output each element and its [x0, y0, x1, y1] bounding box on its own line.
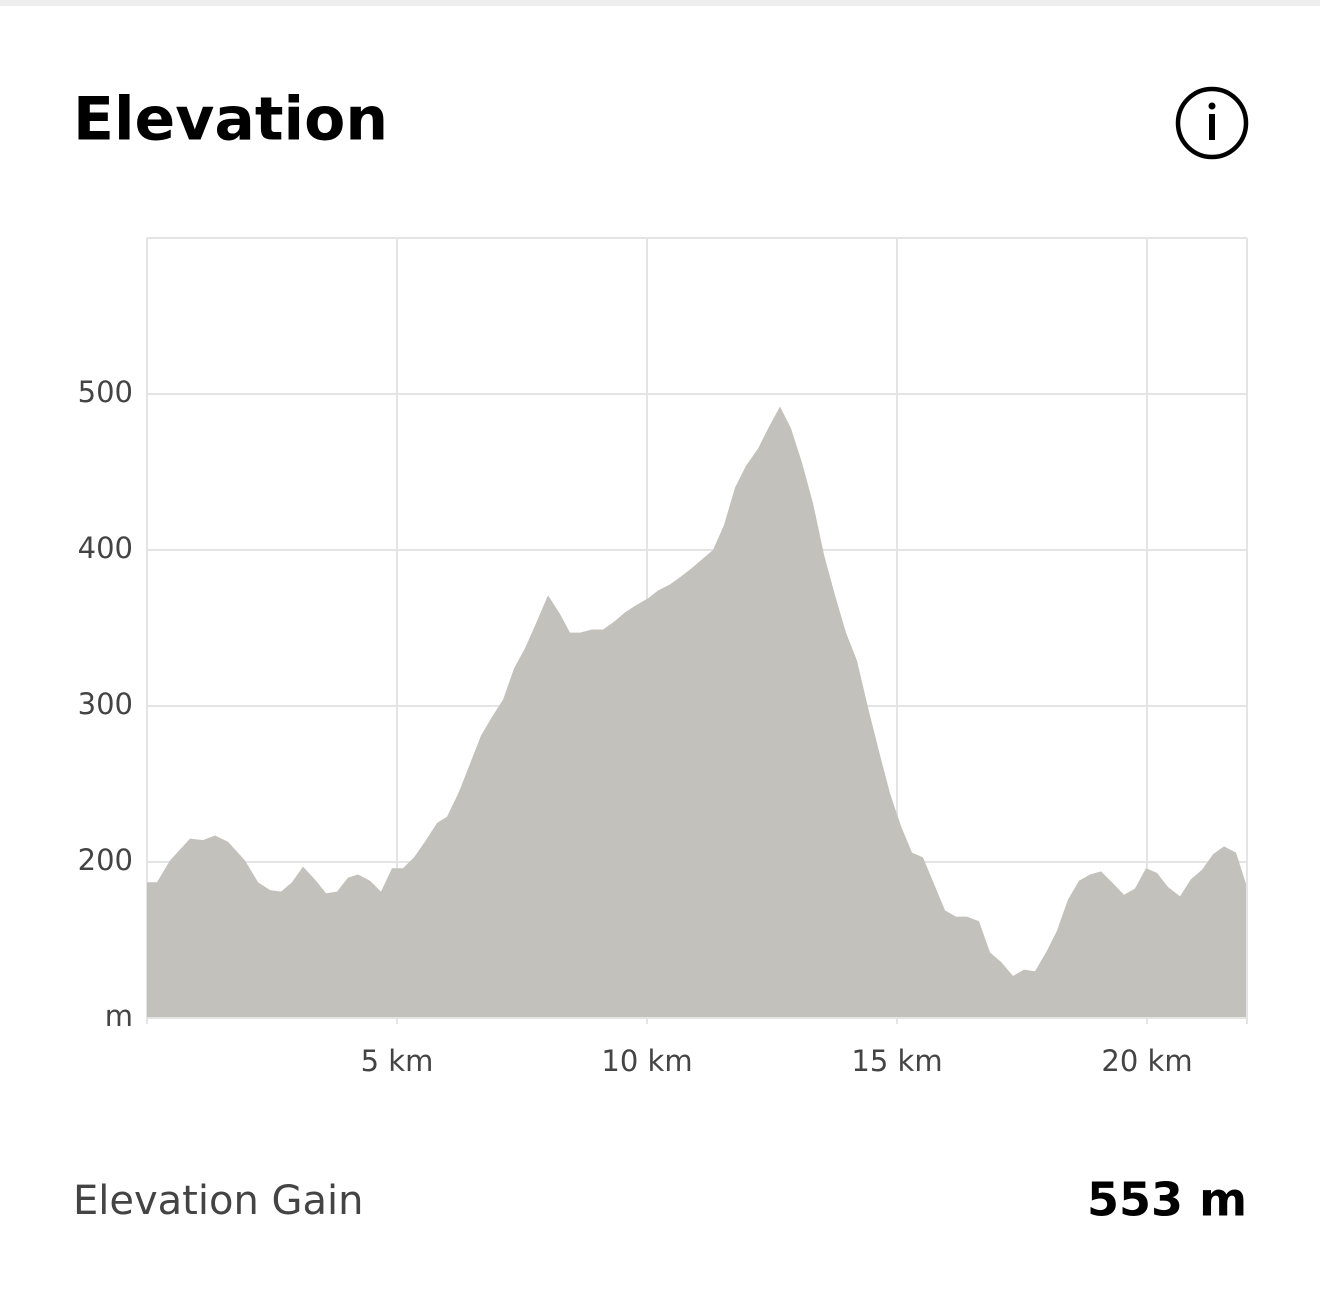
y-tick-label: 500	[78, 375, 133, 409]
chart: m 200 300 400 500 5 km 10 km 15 km 20 km	[78, 237, 1248, 1078]
card-title: Elevation	[73, 85, 388, 155]
gain-label: Elevation Gain	[73, 1178, 364, 1224]
y-tick-label: 200	[78, 843, 133, 877]
y-tick-label: 300	[78, 687, 133, 721]
info-icon-dot[interactable]	[1208, 102, 1216, 110]
y-tick-label: m	[105, 999, 133, 1033]
info-icon-stem[interactable]	[1209, 114, 1215, 140]
gain-value: 553 m	[1087, 1173, 1247, 1227]
x-tick-label: 20 km	[1101, 1044, 1192, 1078]
x-tick-label: 15 km	[851, 1044, 942, 1078]
info-button[interactable]	[1175, 86, 1249, 160]
x-tick-label: 10 km	[601, 1044, 692, 1078]
info-icon-circle[interactable]	[1175, 86, 1249, 160]
x-tick-label: 5 km	[361, 1044, 434, 1078]
y-tick-label: 400	[78, 531, 133, 565]
elevation-area	[147, 406, 1246, 1019]
top-divider	[0, 0, 1320, 6]
